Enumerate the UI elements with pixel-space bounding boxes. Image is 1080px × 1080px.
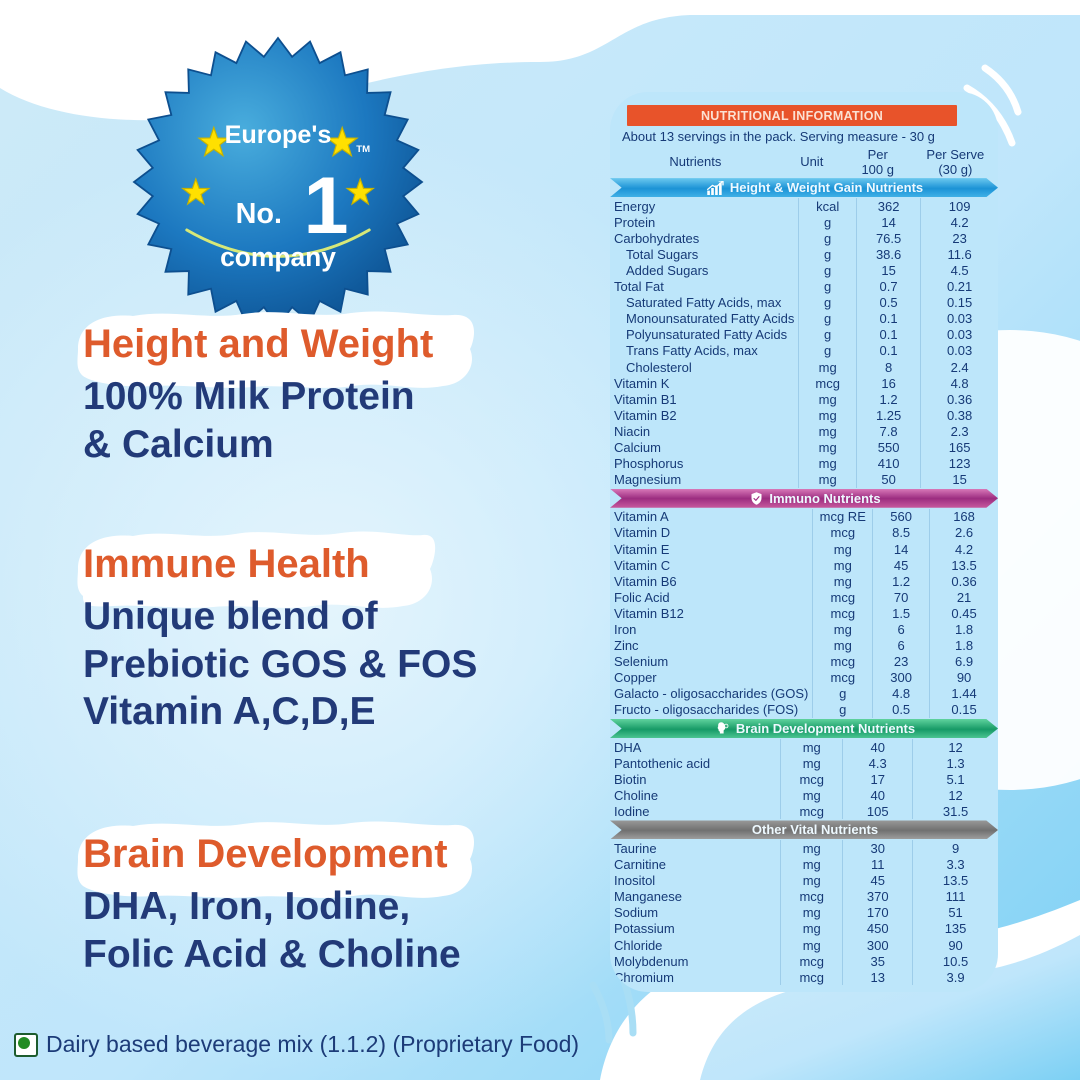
svg-text:company: company xyxy=(220,242,336,272)
svg-text:1: 1 xyxy=(303,161,348,251)
svg-text:TM: TM xyxy=(356,144,370,155)
svg-text:Europe's: Europe's xyxy=(225,121,332,149)
svg-text:No.: No. xyxy=(236,198,282,230)
